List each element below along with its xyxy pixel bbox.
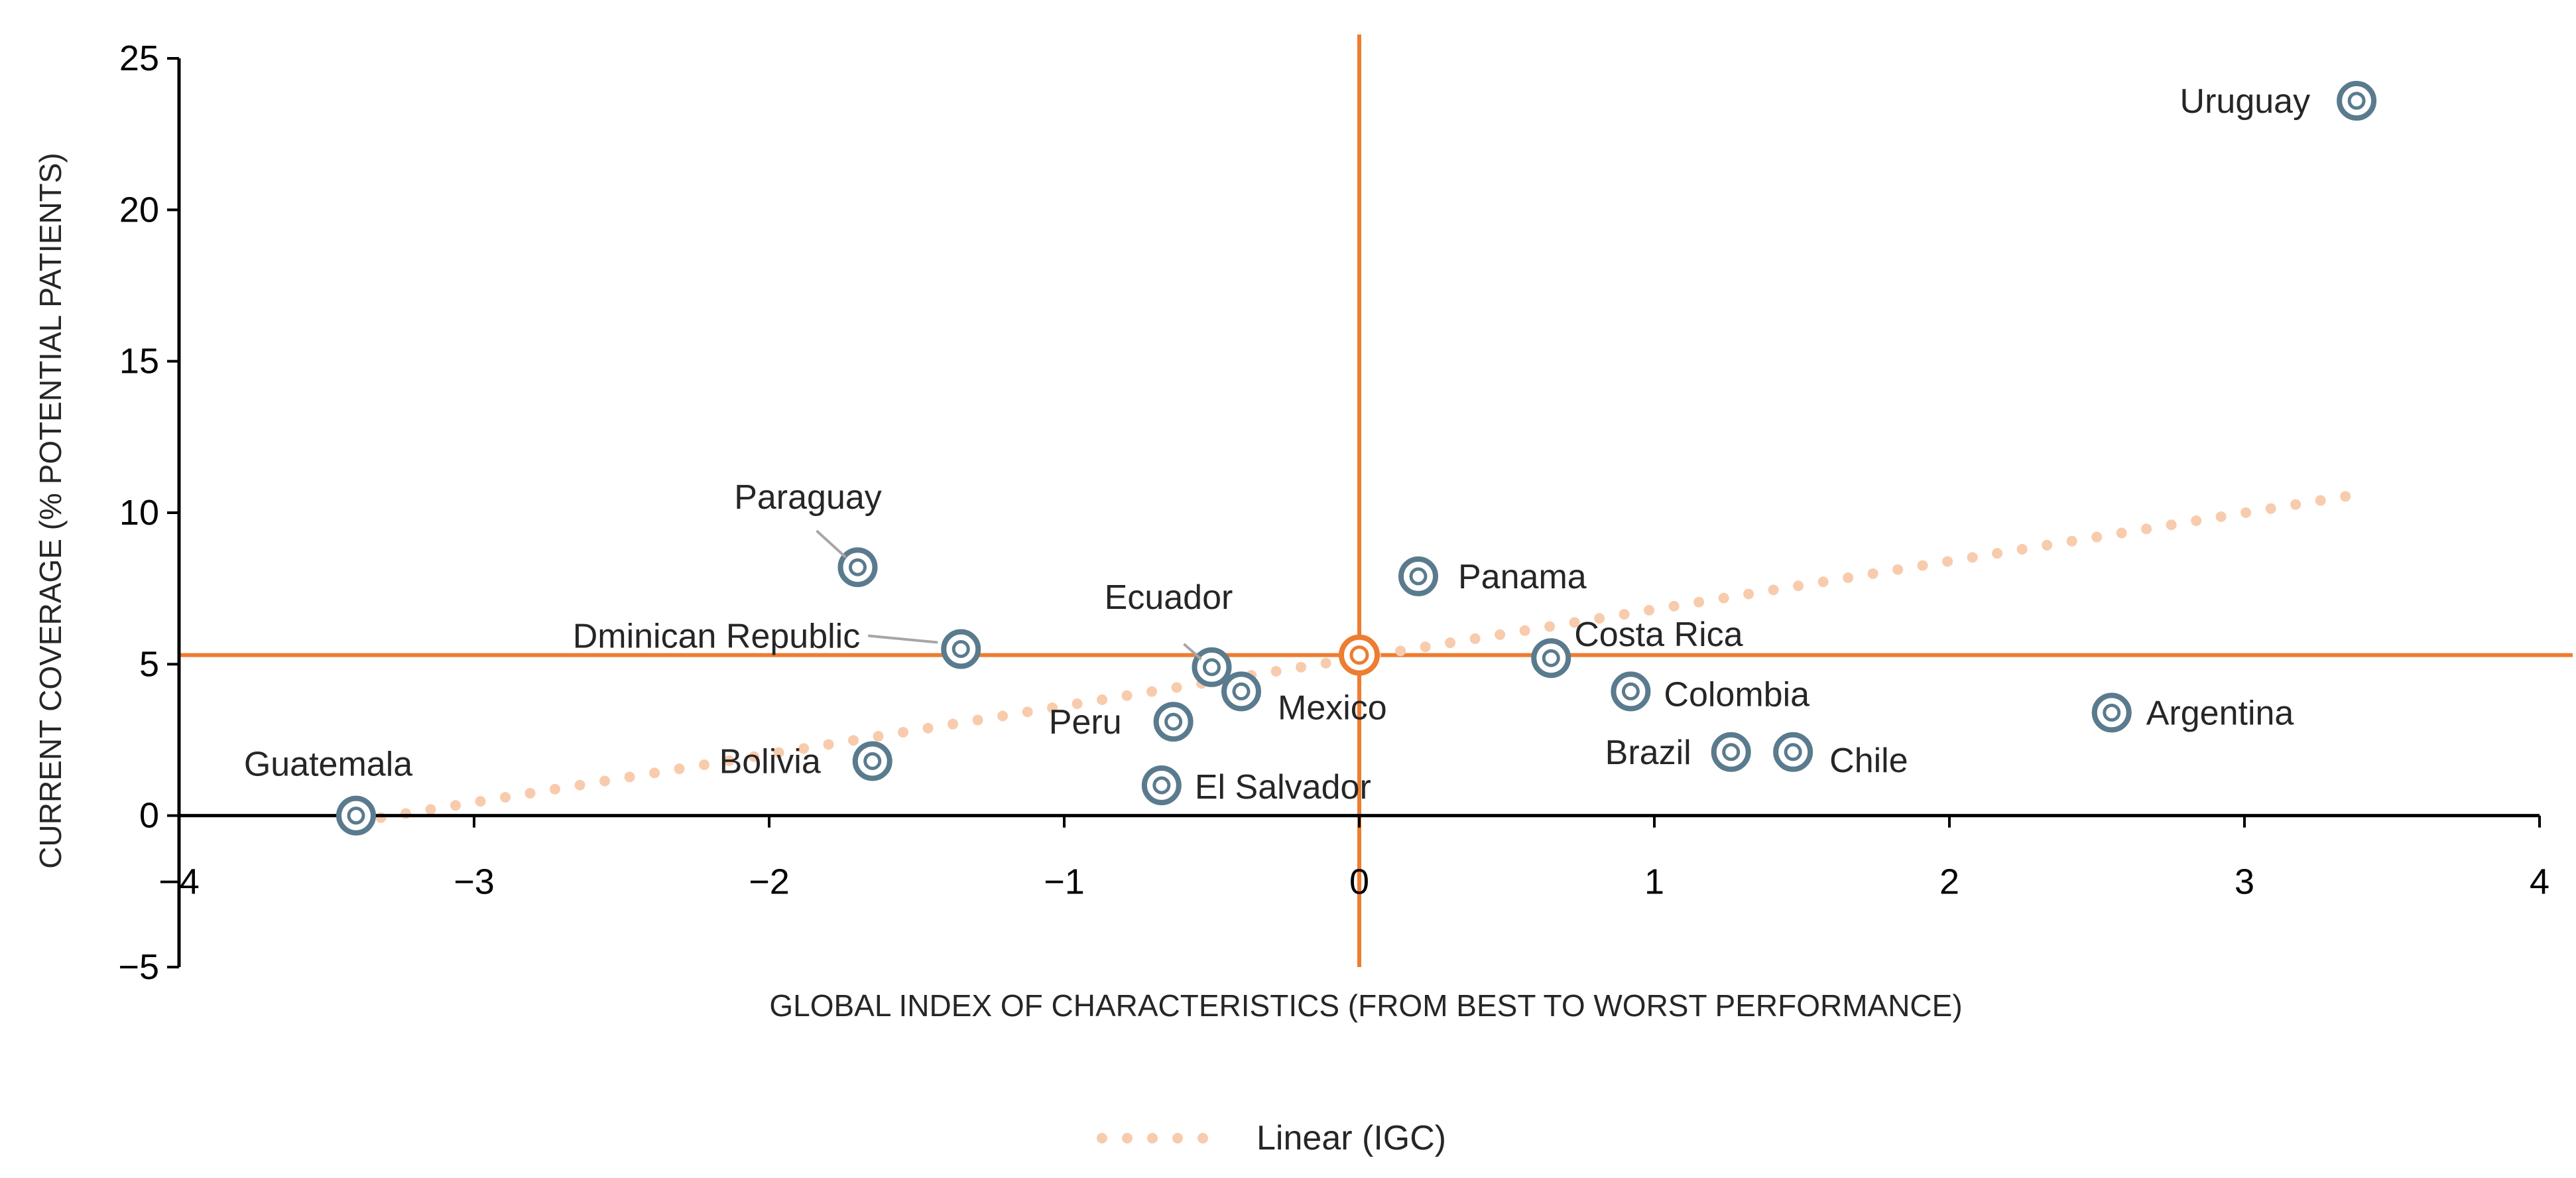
point-el-salvador <box>1141 765 1182 805</box>
point-highlight-inner <box>1349 645 1369 665</box>
point-uruguay <box>2337 80 2377 121</box>
point-chile <box>1773 732 1813 772</box>
y-tick-label: −5 <box>118 947 159 987</box>
point-label-brazil: Brazil <box>1605 734 1691 772</box>
point-argentina <box>2091 692 2132 733</box>
x-tick-label: −3 <box>454 862 495 902</box>
y-tick-label: 10 <box>119 493 159 533</box>
y-tick-label: 25 <box>119 38 159 78</box>
point-highlight <box>1339 634 1380 676</box>
point-label-uruguay: Uruguay <box>2180 82 2311 121</box>
y-tick-label: 0 <box>139 796 159 836</box>
point-label-argentina: Argentina <box>2146 694 2294 732</box>
y-tick-label: 20 <box>119 190 159 229</box>
x-tick-label: 3 <box>2235 862 2254 902</box>
y-axis-title: CURRENT COVERAGE (% POTENTIAL PATIENTS) <box>33 153 68 868</box>
data-points <box>336 80 2377 836</box>
point-label-ecuador: Ecuador <box>1105 578 1233 617</box>
x-tick-label: 0 <box>1349 862 1369 902</box>
point-inner-uruguay <box>2347 92 2366 110</box>
x-tick-label: −1 <box>1044 862 1085 902</box>
point-label-dminican-republic: Dminican Republic <box>573 618 861 656</box>
point-label-mexico: Mexico <box>1278 688 1387 727</box>
point-panama <box>1398 556 1438 596</box>
x-tick-label: 2 <box>1939 862 1959 902</box>
point-costa-rica <box>1531 638 1571 679</box>
x-axis-title: GLOBAL INDEX OF CHARACTERISTICS (FROM BE… <box>769 988 1962 1023</box>
legend: Linear (IGC) <box>1097 1119 1446 1157</box>
point-peru <box>1153 702 1194 742</box>
x-tick-label: −2 <box>749 862 790 902</box>
point-inner-argentina <box>2103 703 2121 722</box>
point-inner-bolivia <box>863 752 882 770</box>
x-tick-label: 4 <box>2530 862 2549 902</box>
point-label-guatemala: Guatemala <box>244 746 412 784</box>
point-label-colombia: Colombia <box>1664 675 1809 714</box>
y-tick-label: 5 <box>139 644 159 684</box>
point-inner-el-salvador <box>1152 776 1171 795</box>
tick-labels: −5 0 5 10 15 20 25 −4 −3 −2 −1 0 1 2 3 4 <box>118 38 2549 987</box>
point-label-el-salvador: El Salvador <box>1195 768 1371 807</box>
point-inner-dminican-republic <box>951 640 970 658</box>
y-tick-label: 15 <box>119 342 159 381</box>
point-label-paraguay: Paraguay <box>734 478 882 517</box>
point-labels: Uruguay Paraguay Panama Dminican Republic Ec… <box>244 82 2310 807</box>
point-bolivia <box>852 741 892 781</box>
point-label-peru: Peru <box>1049 703 1122 742</box>
point-paraguay <box>837 547 878 588</box>
trendline <box>351 489 2362 827</box>
leader-line-paraguay <box>816 529 847 558</box>
point-inner-panama <box>1409 567 1428 586</box>
point-inner-chile <box>1784 743 1802 761</box>
point-inner-ecuador <box>1203 658 1221 677</box>
point-ecuador <box>1192 647 1232 687</box>
point-inner-costa-rica <box>1542 649 1560 667</box>
point-guatemala <box>336 795 376 836</box>
point-label-chile: Chile <box>1829 742 1908 780</box>
point-label-bolivia: Bolivia <box>719 742 821 781</box>
point-inner-peru <box>1164 712 1183 731</box>
point-inner-guatemala <box>347 807 365 825</box>
x-tick-label: −4 <box>158 862 200 902</box>
leader-line-dminican-republic <box>868 634 938 644</box>
point-colombia <box>1611 671 1651 712</box>
leader-line-ecuador <box>1183 643 1202 661</box>
point-inner-paraguay <box>849 558 867 576</box>
point-label-panama: Panama <box>1458 558 1587 596</box>
point-inner-colombia <box>1621 682 1640 700</box>
point-brazil <box>1711 732 1751 772</box>
point-inner-brazil <box>1722 743 1741 761</box>
x-tick-label: 1 <box>1644 862 1664 902</box>
point-mexico <box>1221 671 1261 712</box>
point-label-costa-rica: Costa Rica <box>1574 616 1743 654</box>
legend-label-linear-igc: Linear (IGC) <box>1257 1119 1446 1157</box>
trendline-linear-igc <box>351 489 2362 827</box>
point-inner-mexico <box>1232 682 1251 700</box>
reference-lines <box>179 34 2573 967</box>
point-dminican-republic <box>941 629 981 669</box>
